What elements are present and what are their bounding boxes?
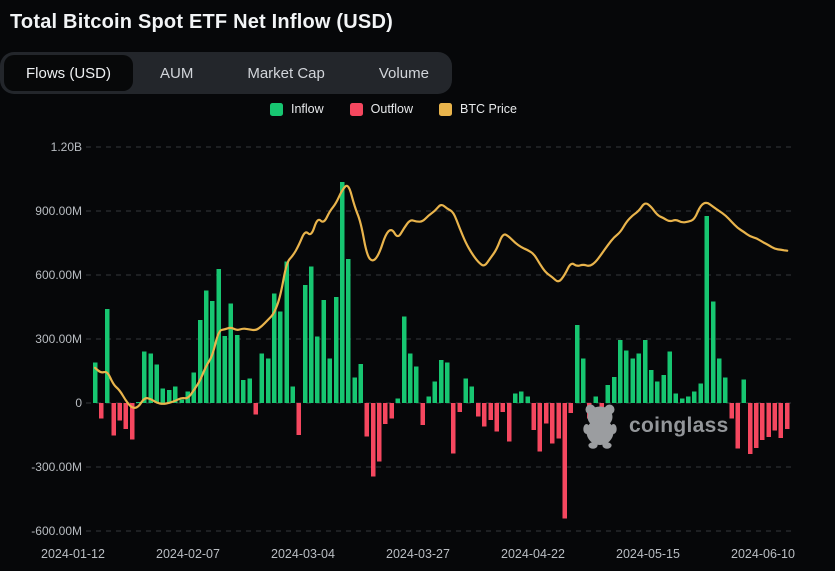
svg-text:1.20B: 1.20B bbox=[51, 140, 82, 154]
chart-legend: Inflow Outflow BTC Price bbox=[270, 102, 517, 116]
svg-text:2024-05-15: 2024-05-15 bbox=[616, 547, 680, 561]
svg-text:2024-02-07: 2024-02-07 bbox=[156, 547, 220, 561]
legend-label: Inflow bbox=[291, 102, 324, 116]
svg-text:2024-01-12: 2024-01-12 bbox=[41, 547, 105, 561]
tab-aum[interactable]: AUM bbox=[160, 64, 194, 82]
tab-market-cap[interactable]: Market Cap bbox=[247, 64, 325, 82]
svg-text:-300.00M: -300.00M bbox=[31, 460, 82, 474]
svg-text:-600.00M: -600.00M bbox=[31, 524, 82, 538]
gridlines bbox=[86, 146, 792, 532]
legend-label: BTC Price bbox=[460, 102, 517, 116]
svg-text:900.00M: 900.00M bbox=[35, 204, 82, 218]
page-title: Total Bitcoin Spot ETF Net Inflow (USD) bbox=[10, 11, 393, 33]
flow-bars[interactable] bbox=[92, 181, 790, 519]
btc-price-line bbox=[93, 184, 789, 409]
svg-text:2024-03-04: 2024-03-04 bbox=[271, 547, 335, 561]
legend-label: Outflow bbox=[370, 102, 414, 116]
svg-text:300.00M: 300.00M bbox=[35, 332, 82, 346]
inflow-swatch-icon bbox=[270, 102, 283, 116]
tab-bar: Flows (USD) AUM Market Cap Volume bbox=[0, 52, 452, 94]
tab-flows-usd[interactable]: Flows (USD) bbox=[4, 55, 133, 91]
y-axis-tick-labels: 1.20B 900.00M 600.00M 300.00M 0 -300.00M -600.… bbox=[31, 140, 82, 538]
legend-item-outflow[interactable]: Outflow bbox=[349, 102, 414, 116]
x-axis-tick-labels: 2024-01-12 2024-02-07 2024-03-04 2024-03-27… bbox=[41, 547, 795, 561]
outflow-swatch-icon bbox=[349, 102, 363, 116]
svg-text:600.00M: 600.00M bbox=[35, 268, 82, 282]
legend-item-btc-price[interactable]: BTC Price bbox=[439, 102, 517, 116]
svg-text:2024-06-10: 2024-06-10 bbox=[731, 547, 795, 561]
svg-text:2024-04-22: 2024-04-22 bbox=[501, 547, 565, 561]
tab-volume[interactable]: Volume bbox=[378, 64, 429, 82]
btc-price-swatch-icon bbox=[439, 102, 453, 116]
legend-item-inflow[interactable]: Inflow bbox=[270, 102, 324, 116]
svg-text:2024-03-27: 2024-03-27 bbox=[386, 547, 450, 561]
svg-text:0: 0 bbox=[75, 396, 82, 410]
